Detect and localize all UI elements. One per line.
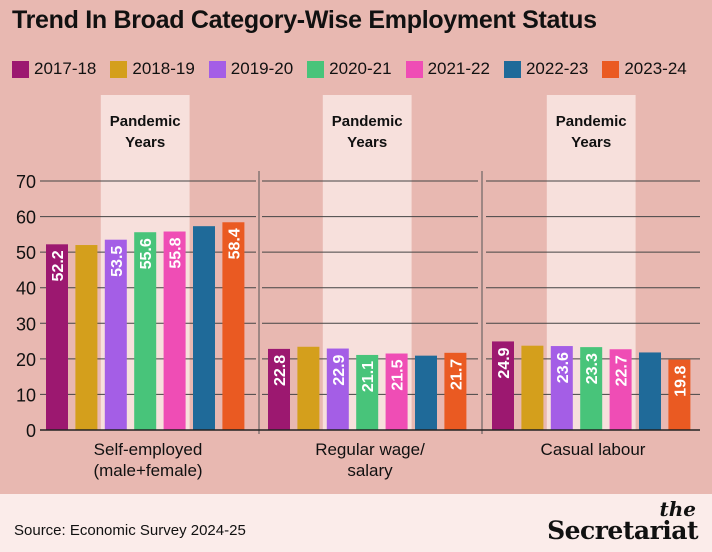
logo-text-the: the (659, 497, 696, 521)
data-label: 22.8 (272, 355, 289, 386)
legend-item: 2023-24 (602, 59, 687, 79)
legend-swatch (208, 60, 226, 78)
pandemic-label: Years (125, 134, 165, 151)
data-label: 21.1 (360, 361, 377, 392)
x-category-label: (male+female) (93, 461, 202, 480)
bar (385, 353, 408, 430)
y-tick-label: 70 (16, 172, 36, 192)
bar (415, 355, 437, 430)
data-label: 55.6 (138, 238, 155, 269)
y-tick-label: 50 (16, 243, 36, 263)
legend-label: 2023-24 (624, 59, 687, 78)
y-tick-label: 10 (16, 385, 36, 405)
legend-label: 2017-18 (34, 59, 97, 78)
legend-item: 2022-23 (503, 59, 589, 79)
data-label: 23.3 (584, 353, 601, 384)
pandemic-label: Pandemic (332, 113, 403, 130)
bar (492, 341, 514, 430)
legend-item: 2020-21 (307, 59, 392, 79)
bar-chart: Pandemic Years Pandemic Years Pandemic Years 0… (16, 95, 700, 480)
bar (580, 347, 603, 430)
bar (550, 346, 573, 430)
logo-text-secretariat: Secretariat (547, 516, 698, 545)
x-category-label: Regular wage/ (315, 440, 425, 459)
bar (163, 231, 186, 430)
legend-label: 2019-20 (230, 59, 294, 78)
legend-swatch (110, 60, 128, 78)
legend-item: 2019-20 (208, 59, 294, 79)
legend-label: 2022-23 (525, 59, 589, 78)
data-label: 21.5 (390, 359, 407, 390)
legend-swatch (307, 60, 325, 78)
bar (46, 244, 68, 430)
pandemic-label: Years (571, 134, 611, 151)
bar (268, 348, 290, 430)
data-label: 52.2 (50, 250, 67, 281)
bar (444, 352, 467, 430)
bar (609, 349, 632, 430)
bar (134, 232, 157, 430)
bar (104, 239, 127, 430)
bar (75, 245, 98, 430)
y-tick-label: 60 (16, 208, 36, 228)
legend-label: 2020-21 (329, 59, 392, 78)
y-tick-label: 20 (16, 350, 36, 370)
x-category-label: Self-employed (94, 440, 203, 459)
legend-swatch (602, 60, 620, 78)
bar (356, 354, 379, 430)
data-label: 22.7 (614, 355, 631, 386)
legend-label: 2021-22 (427, 59, 490, 78)
pandemic-label: Pandemic (110, 113, 181, 130)
bar (521, 345, 544, 430)
bar (326, 348, 349, 430)
legend-item: 2021-22 (405, 59, 490, 79)
legend-item: 2017-18 (12, 59, 96, 79)
legend-swatch (503, 60, 521, 78)
legend-swatch (405, 60, 423, 78)
data-label: 24.9 (496, 347, 513, 378)
legend-label: 2018-19 (132, 59, 195, 78)
data-label: 55.8 (168, 237, 185, 268)
data-label: 21.7 (448, 359, 465, 390)
data-label: 22.9 (331, 354, 348, 385)
source-note: Source: Economic Survey 2024-25 (14, 522, 246, 539)
legend: 2017-18 2018-19 2019-20 2020-21 2021-22 2022-… (12, 57, 701, 81)
y-tick-label: 0 (26, 421, 36, 441)
legend-item: 2018-19 (110, 59, 195, 79)
data-label: 53.5 (109, 246, 126, 277)
x-category-label: salary (347, 461, 393, 480)
bar (639, 352, 661, 430)
data-label: 19.8 (672, 365, 689, 396)
bar (297, 346, 320, 430)
bar (668, 359, 691, 430)
y-tick-label: 30 (16, 314, 36, 334)
y-tick-label: 40 (16, 279, 36, 299)
pandemic-label: Years (347, 134, 387, 151)
bar (222, 222, 245, 430)
data-label: 58.4 (226, 228, 243, 259)
legend-swatch (12, 60, 29, 78)
bar (193, 226, 215, 430)
chart-title: Trend In Broad Category-Wise Employment … (12, 6, 597, 34)
pandemic-label: Pandemic (556, 113, 627, 130)
footer: Source: Economic Survey 2024-25 the Secr… (0, 494, 712, 552)
x-category-label: Casual labour (541, 440, 646, 459)
data-label: 23.6 (555, 352, 572, 383)
